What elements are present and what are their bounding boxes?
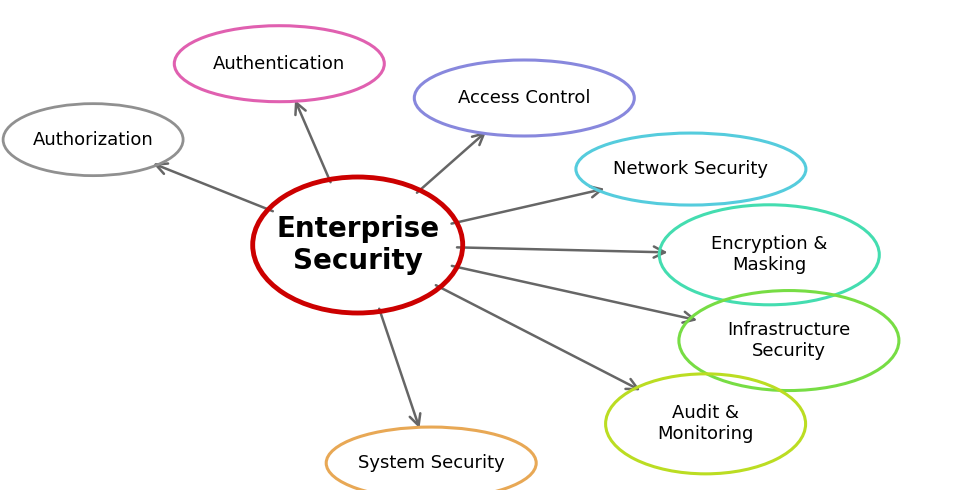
Text: Infrastructure
Security: Infrastructure Security: [727, 321, 851, 360]
Text: Access Control: Access Control: [458, 89, 591, 107]
Text: Network Security: Network Security: [613, 160, 768, 178]
Text: Enterprise
Security: Enterprise Security: [276, 215, 439, 275]
Text: Authentication: Authentication: [214, 55, 345, 73]
Text: Authorization: Authorization: [32, 131, 154, 148]
Text: Encryption &
Masking: Encryption & Masking: [711, 235, 827, 274]
Text: Audit &
Monitoring: Audit & Monitoring: [658, 404, 754, 443]
Text: System Security: System Security: [358, 454, 505, 472]
